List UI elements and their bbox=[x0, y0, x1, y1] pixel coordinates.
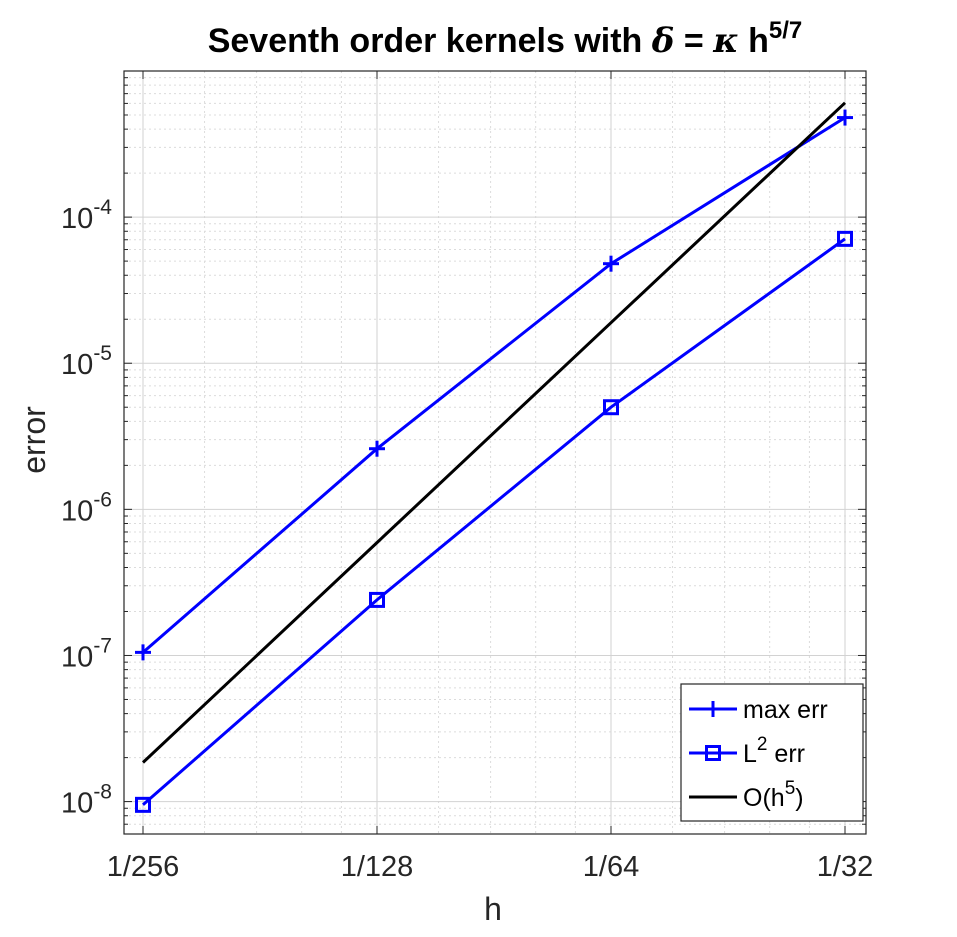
chart-title: Seventh order kernels with δ = κ h5/7 bbox=[208, 17, 803, 61]
square-marker bbox=[369, 591, 385, 608]
y-tick-label: 10-5 bbox=[61, 342, 112, 381]
x-tick-label: 1/256 bbox=[107, 851, 180, 883]
plot-area bbox=[123, 70, 867, 835]
legend-entry: O(h5) bbox=[689, 778, 804, 812]
plus-marker bbox=[603, 255, 619, 272]
axes-frame bbox=[123, 70, 867, 835]
square-marker bbox=[837, 230, 853, 247]
plus-marker bbox=[135, 644, 151, 661]
y-tick-label: 10-8 bbox=[61, 781, 112, 820]
square-marker bbox=[705, 745, 721, 761]
legend-entry: max err bbox=[689, 696, 828, 724]
series-line bbox=[142, 116, 846, 654]
square-marker bbox=[135, 796, 151, 813]
square-marker bbox=[603, 399, 619, 416]
series-1 bbox=[135, 230, 853, 813]
y-tick-label: 10-4 bbox=[61, 196, 112, 235]
y-tick-label: 10-6 bbox=[61, 488, 112, 527]
y-axis-label: error bbox=[16, 406, 52, 474]
series-0 bbox=[135, 109, 853, 661]
plus-marker bbox=[369, 440, 385, 457]
x-tick-label: 1/64 bbox=[583, 851, 639, 883]
plus-marker bbox=[705, 701, 721, 717]
legend-label: max err bbox=[743, 696, 828, 724]
series-line bbox=[142, 237, 846, 806]
legend-label: L2 err bbox=[743, 734, 805, 768]
legend-label: O(h5) bbox=[743, 778, 804, 812]
legend-entry: L2 err bbox=[689, 734, 805, 768]
series-2 bbox=[141, 101, 847, 764]
plus-marker bbox=[837, 109, 853, 126]
y-tick-labels: 10-8 10-7 10-6 10-5 10-4 bbox=[61, 196, 112, 819]
y-tick-label: 10-7 bbox=[61, 634, 112, 673]
grid bbox=[124, 71, 866, 835]
x-tick-label: 1/32 bbox=[817, 851, 873, 883]
x-tick-label: 1/128 bbox=[341, 851, 414, 883]
legend: max err L2 err O(h5) bbox=[680, 683, 864, 822]
x-axis-label: h bbox=[484, 891, 502, 927]
series-line bbox=[141, 101, 847, 764]
x-tick-labels: 1/256 1/128 1/64 1/32 bbox=[107, 851, 874, 883]
series-layer bbox=[135, 101, 853, 813]
